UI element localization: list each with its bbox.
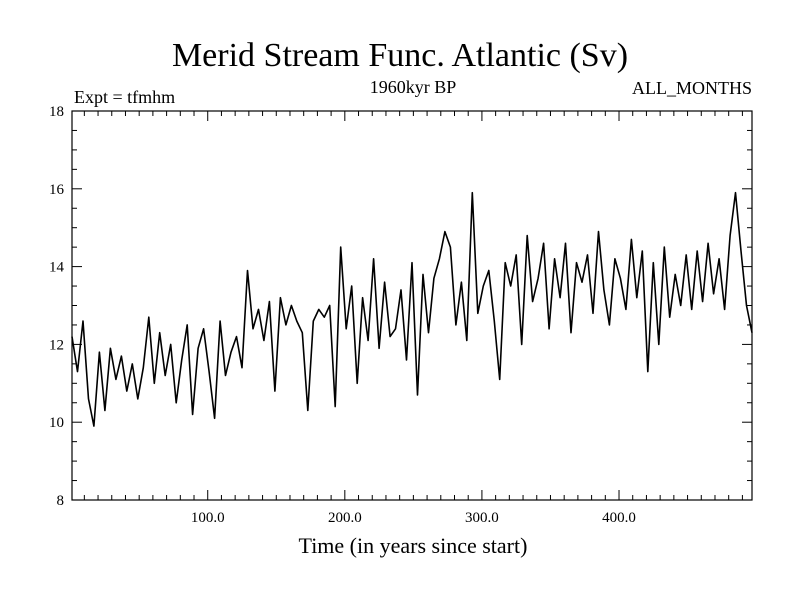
months-label: ALL_MONTHS bbox=[632, 78, 752, 98]
y-tick-label: 10 bbox=[49, 415, 64, 431]
chart-subtitle: 1960kyr BP bbox=[370, 77, 457, 97]
plot-frame bbox=[71, 110, 753, 501]
x-tick-label: 400.0 bbox=[602, 510, 636, 526]
x-tick-label: 200.0 bbox=[328, 510, 362, 526]
y-tick-label: 18 bbox=[49, 104, 64, 120]
experiment-label: Expt = tfmhm bbox=[74, 87, 175, 107]
x-axis-label: Time (in years since start) bbox=[299, 533, 528, 558]
chart-title: Merid Stream Func. Atlantic (Sv) bbox=[172, 37, 628, 74]
y-tick-label: 14 bbox=[49, 260, 65, 276]
y-tick-label: 8 bbox=[57, 493, 65, 509]
x-tick-label: 300.0 bbox=[465, 510, 499, 526]
series-line bbox=[71, 191, 753, 427]
y-tick-label: 12 bbox=[49, 337, 64, 353]
x-tick-label: 100.0 bbox=[191, 510, 225, 526]
y-tick-label: 16 bbox=[49, 182, 65, 198]
